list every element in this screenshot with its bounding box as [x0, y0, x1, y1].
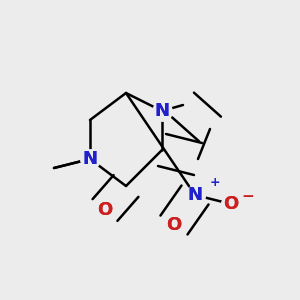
Text: −: − — [241, 189, 254, 204]
Text: O: O — [167, 216, 182, 234]
Text: N: N — [82, 150, 98, 168]
Text: O: O — [224, 195, 238, 213]
Text: O: O — [167, 216, 182, 234]
Text: N: N — [154, 102, 169, 120]
Text: N: N — [154, 102, 169, 120]
Text: O: O — [98, 201, 112, 219]
Text: N: N — [188, 186, 202, 204]
Text: O: O — [98, 201, 112, 219]
Text: N: N — [82, 150, 98, 168]
Text: N: N — [188, 186, 202, 204]
Text: +: + — [209, 176, 220, 190]
Text: O: O — [224, 195, 238, 213]
